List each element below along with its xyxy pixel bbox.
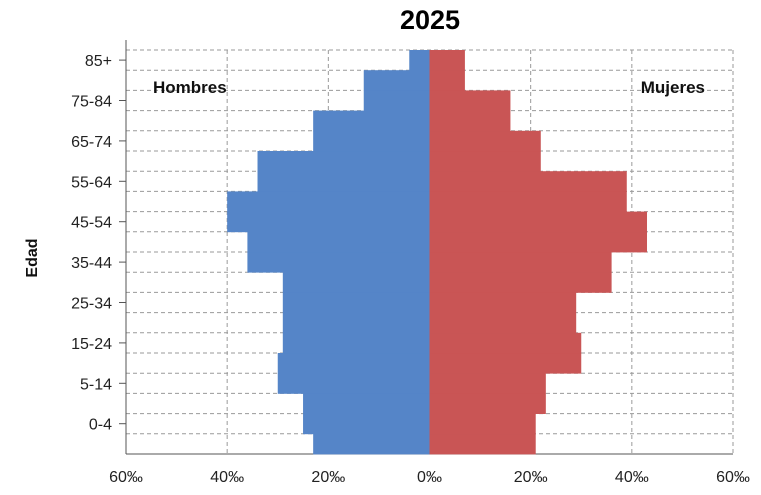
bar-hombres: [227, 211, 430, 233]
y-tick-label: 45-54: [71, 215, 112, 232]
bar-mujeres: [429, 191, 627, 212]
bar-hombres: [313, 130, 430, 152]
bar-mujeres: [429, 130, 541, 152]
bar-hombres: [282, 272, 430, 293]
bars: [227, 50, 648, 455]
bar-mujeres: [429, 110, 511, 132]
bar-hombres: [303, 413, 430, 435]
bar-mujeres: [429, 373, 546, 394]
bar-mujeres: [429, 211, 648, 233]
bar-hombres: [282, 332, 430, 354]
x-tick-label: 60‰: [716, 469, 750, 486]
chart-title: 2025: [400, 5, 460, 35]
bar-hombres: [363, 90, 430, 111]
x-tick-labels: 60‰ 40‰ 20‰ 0‰ 20‰ 40‰ 60‰: [109, 469, 750, 486]
bar-mujeres: [429, 433, 536, 455]
y-tick-label: 25-34: [71, 296, 112, 313]
bar-hombres: [282, 292, 430, 313]
bar-mujeres: [429, 70, 465, 91]
y-tick-label: 75-84: [71, 94, 112, 111]
y-tick-label: 5-14: [80, 376, 112, 393]
bar-hombres: [277, 373, 430, 394]
x-tick-label: 20‰: [311, 469, 345, 486]
bar-mujeres: [429, 252, 612, 273]
bar-mujeres: [429, 90, 511, 111]
bar-mujeres: [429, 413, 536, 435]
bar-hombres: [363, 70, 430, 91]
x-tick-label: 20‰: [514, 469, 548, 486]
y-axis-label: Edad: [24, 238, 41, 277]
bar-mujeres: [429, 292, 577, 313]
x-tick-label: 40‰: [615, 469, 649, 486]
x-tick-label: 40‰: [210, 469, 244, 486]
y-tick-labels: 0-4 5-14 15-24 25-34 35-44 45-54 55-64 65-74 75-…: [71, 53, 126, 434]
legend-hombres: Hombres: [153, 78, 227, 97]
x-tick-label: 60‰: [109, 469, 143, 486]
bar-mujeres: [429, 312, 577, 334]
bar-hombres: [277, 353, 430, 374]
bar-mujeres: [429, 171, 627, 192]
bar-hombres: [247, 231, 430, 253]
bar-mujeres: [429, 393, 546, 414]
bar-mujeres: [429, 353, 582, 374]
bar-hombres: [303, 393, 430, 414]
x-tick-label: 0‰: [417, 469, 442, 486]
bar-hombres: [313, 433, 430, 455]
bar-hombres: [257, 151, 430, 172]
y-tick-label: 0-4: [89, 417, 112, 434]
bar-hombres: [257, 171, 430, 192]
bar-hombres: [227, 191, 430, 212]
bar-mujeres: [429, 272, 612, 293]
y-tick-label: 85+: [85, 53, 112, 70]
bar-hombres: [247, 252, 430, 273]
y-tick-label: 55-64: [71, 174, 112, 191]
legend-mujeres: Mujeres: [641, 78, 705, 97]
bar-mujeres: [429, 151, 541, 172]
bar-hombres: [409, 50, 430, 71]
y-tick-label: 35-44: [71, 255, 112, 272]
bar-mujeres: [429, 231, 648, 253]
y-tick-label: 65-74: [71, 134, 112, 151]
bar-mujeres: [429, 50, 465, 71]
y-tick-label: 15-24: [71, 336, 112, 353]
bar-mujeres: [429, 332, 582, 354]
bar-hombres: [313, 110, 430, 132]
bar-hombres: [282, 312, 430, 334]
